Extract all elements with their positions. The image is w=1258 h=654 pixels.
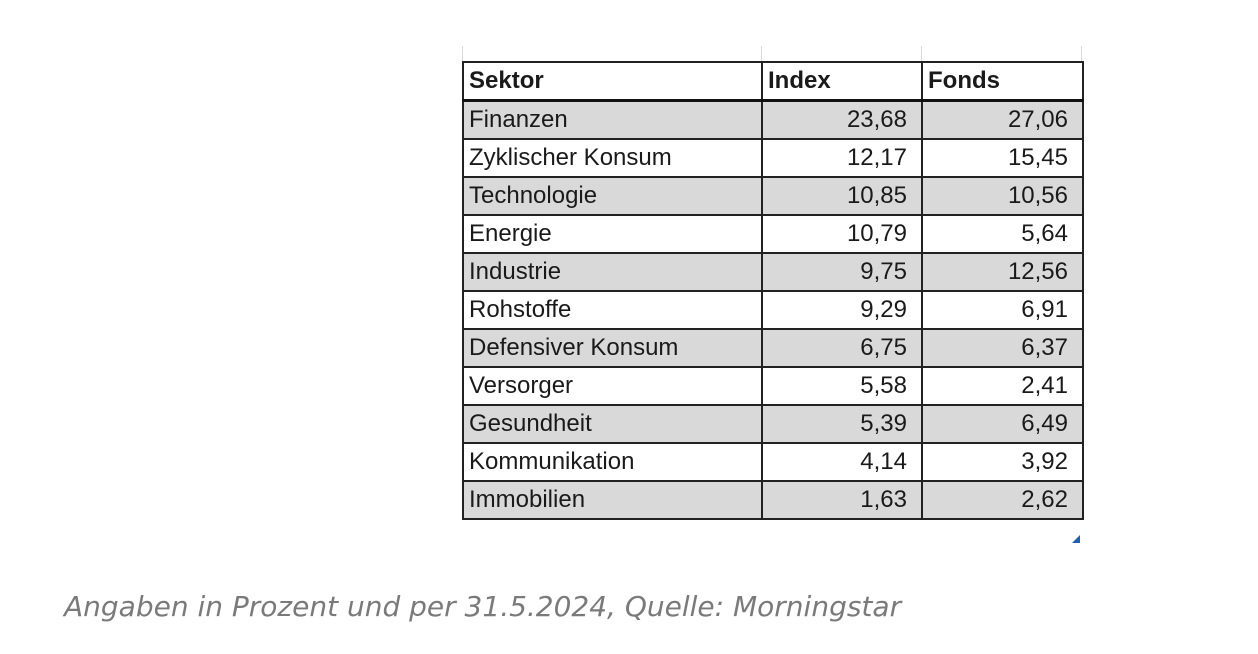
table-row: Immobilien 1,63 2,62 xyxy=(462,480,1084,520)
cell-fonds: 10,56 xyxy=(921,176,1084,216)
cell-fonds: 2,62 xyxy=(921,480,1084,520)
cell-fonds: 3,92 xyxy=(921,442,1084,482)
table-row: Technologie 10,85 10,56 xyxy=(462,176,1084,216)
cell-fonds: 6,49 xyxy=(921,404,1084,444)
spreadsheet-gridlines xyxy=(462,46,1082,62)
cell-index: 23,68 xyxy=(761,99,923,140)
cell-fonds: 2,41 xyxy=(921,366,1084,406)
table-row: Finanzen 23,68 27,06 xyxy=(462,99,1084,140)
cell-fonds: 15,45 xyxy=(921,138,1084,178)
cell-sektor: Versorger xyxy=(462,366,763,406)
cell-index: 5,39 xyxy=(761,404,923,444)
cell-sektor: Rohstoffe xyxy=(462,290,763,330)
cell-sektor: Immobilien xyxy=(462,480,763,520)
cell-fonds: 6,37 xyxy=(921,328,1084,368)
cell-fonds: 5,64 xyxy=(921,214,1084,254)
table-row: Defensiver Konsum 6,75 6,37 xyxy=(462,328,1084,368)
table-row: Gesundheit 5,39 6,49 xyxy=(462,404,1084,444)
cell-sektor: Gesundheit xyxy=(462,404,763,444)
header-sektor: Sektor xyxy=(462,61,763,102)
cell-index: 10,85 xyxy=(761,176,923,216)
gridline xyxy=(921,46,922,62)
sector-allocation-table: Sektor Index Fonds Finanzen 23,68 27,06 Zyk… xyxy=(462,61,1084,520)
table-row: Rohstoffe 9,29 6,91 xyxy=(462,290,1084,330)
header-index: Index xyxy=(761,61,923,102)
cell-fonds: 6,91 xyxy=(921,290,1084,330)
cell-sektor: Industrie xyxy=(462,252,763,292)
table-row: Versorger 5,58 2,41 xyxy=(462,366,1084,406)
table-row: Zyklischer Konsum 12,17 15,45 xyxy=(462,138,1084,178)
table-row: Industrie 9,75 12,56 xyxy=(462,252,1084,292)
cell-index: 6,75 xyxy=(761,328,923,368)
fill-handle-icon xyxy=(1072,535,1080,543)
cell-sektor: Zyklischer Konsum xyxy=(462,138,763,178)
table-header-row: Sektor Index Fonds xyxy=(462,61,1084,102)
cell-fonds: 12,56 xyxy=(921,252,1084,292)
cell-index: 4,14 xyxy=(761,442,923,482)
cell-index: 5,58 xyxy=(761,366,923,406)
gridline xyxy=(462,46,463,62)
cell-fonds: 27,06 xyxy=(921,99,1084,140)
source-caption: Angaben in Prozent und per 31.5.2024, Qu… xyxy=(64,590,902,623)
gridline xyxy=(761,46,762,62)
cell-index: 12,17 xyxy=(761,138,923,178)
cell-sektor: Finanzen xyxy=(462,99,763,140)
cell-index: 10,79 xyxy=(761,214,923,254)
cell-sektor: Defensiver Konsum xyxy=(462,328,763,368)
cell-sektor: Energie xyxy=(462,214,763,254)
cell-sektor: Technologie xyxy=(462,176,763,216)
table-body: Finanzen 23,68 27,06 Zyklischer Konsum 12,17… xyxy=(462,99,1084,520)
table-row: Kommunikation 4,14 3,92 xyxy=(462,442,1084,482)
cell-sektor: Kommunikation xyxy=(462,442,763,482)
cell-index: 9,29 xyxy=(761,290,923,330)
table-row: Energie 10,79 5,64 xyxy=(462,214,1084,254)
cell-index: 9,75 xyxy=(761,252,923,292)
cell-index: 1,63 xyxy=(761,480,923,520)
gridline xyxy=(1081,46,1082,62)
header-fonds: Fonds xyxy=(921,61,1084,102)
